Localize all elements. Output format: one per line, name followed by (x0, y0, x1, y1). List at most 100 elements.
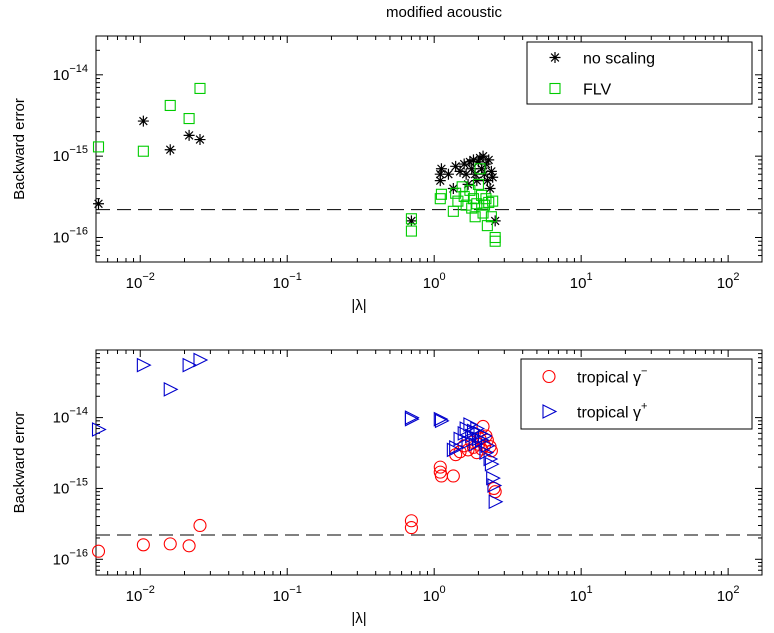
data-point (480, 193, 492, 205)
bottom-panel: 10−2 10−1 100 101 102 10−16 10−15 10−14 |λ| Backw… (11, 349, 763, 627)
data-point (433, 460, 447, 474)
data-point (480, 438, 496, 454)
legend-label: no scaling (583, 51, 655, 68)
x-tick-label: 102 (717, 271, 740, 292)
data-point (489, 235, 501, 247)
data-point (489, 231, 501, 244)
data-point (450, 160, 462, 172)
data-point (182, 539, 196, 553)
data-point (454, 165, 466, 177)
data-point (470, 421, 486, 436)
data-point (481, 220, 493, 232)
series-1 (92, 82, 501, 247)
data-point (488, 494, 504, 510)
data-point (458, 158, 470, 170)
x-tick-label: 10−2 (126, 584, 155, 605)
x-tick-label: 10−1 (273, 271, 302, 292)
data-point (91, 544, 106, 558)
data-point (458, 190, 470, 202)
data-point (433, 411, 449, 427)
data-point (405, 225, 417, 237)
data-point (404, 411, 420, 427)
legend-box (520, 358, 753, 430)
data-point (194, 82, 206, 94)
series-1 (91, 352, 504, 510)
data-point (434, 175, 446, 187)
y-axis-label: Backward error (11, 412, 28, 514)
y-tick-label: 10−14 (53, 406, 88, 427)
data-point (483, 154, 495, 166)
data-point (542, 369, 556, 384)
y-axis-label: Backward error (11, 98, 28, 200)
y-tick-label: 10−15 (53, 476, 88, 497)
data-point (137, 115, 149, 127)
data-point (471, 175, 483, 187)
data-point (193, 352, 209, 368)
data-point (163, 382, 179, 397)
data-point (434, 193, 446, 205)
data-point (476, 163, 488, 175)
data-point (450, 187, 462, 199)
data-point (446, 469, 460, 483)
y-tick-label: 10−16 (53, 547, 88, 568)
data-point (480, 158, 492, 170)
legend: tropical γ− tropical γ+ (520, 358, 753, 430)
data-point (91, 422, 107, 437)
data-point (194, 134, 206, 146)
data-point (462, 178, 474, 190)
data-point (464, 156, 476, 168)
data-point (434, 168, 446, 180)
data-point (163, 537, 177, 551)
x-tick-label: 100 (423, 584, 446, 605)
data-point (484, 183, 496, 195)
data-point (434, 469, 448, 483)
data-point (442, 168, 454, 180)
data-point (404, 514, 418, 528)
data-point (474, 432, 490, 448)
y-tick-label: 10−15 (53, 144, 88, 165)
data-point (464, 184, 476, 196)
data-point (466, 163, 478, 175)
data-point (485, 165, 497, 177)
data-point (137, 145, 149, 157)
data-point (405, 213, 417, 225)
data-point (460, 168, 472, 180)
data-point (164, 99, 176, 112)
x-tick-label: 10−2 (126, 271, 155, 292)
data-point (472, 178, 484, 190)
legend-label: tropical γ+ (577, 401, 647, 422)
data-point (164, 144, 176, 156)
legend-box (526, 41, 753, 105)
data-point (481, 175, 493, 187)
data-point (453, 431, 469, 447)
data-point (549, 52, 561, 63)
data-point (435, 163, 447, 175)
data-point (477, 150, 489, 162)
data-point (434, 413, 450, 429)
data-point (93, 198, 105, 210)
x-tick-label: 101 (570, 271, 593, 292)
x-axis-label: |λ| (351, 297, 366, 314)
data-point (474, 163, 486, 175)
data-point (92, 141, 105, 153)
data-point (182, 357, 198, 373)
data-point (469, 211, 481, 223)
data-point (472, 156, 484, 168)
plot-frame (95, 349, 763, 576)
data-point (487, 195, 499, 207)
data-point (404, 521, 418, 535)
data-point (459, 421, 475, 436)
legend-label: tropical γ− (577, 366, 647, 387)
data-point (183, 112, 195, 125)
plot-frame (95, 35, 763, 263)
data-point (136, 357, 152, 373)
legend: no scaling FLV (526, 41, 753, 105)
data-point (461, 434, 477, 450)
series-0 (91, 419, 502, 558)
data-point (435, 188, 447, 200)
x-tick-label: 100 (423, 271, 446, 292)
data-point (484, 456, 500, 472)
data-point (478, 199, 491, 211)
x-axis-label: |λ| (351, 610, 366, 627)
